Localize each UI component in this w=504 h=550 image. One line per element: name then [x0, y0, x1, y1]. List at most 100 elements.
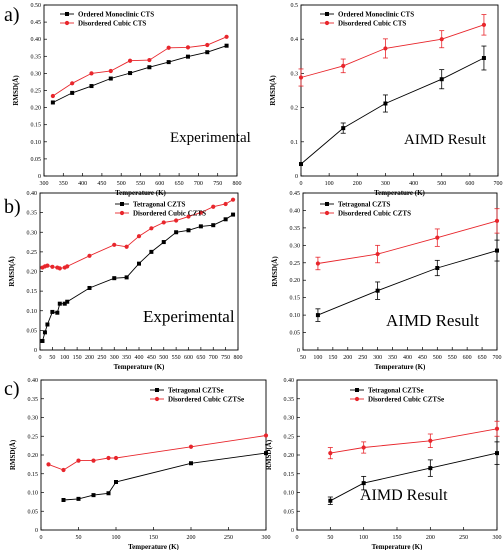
- data-point-circle: [428, 438, 433, 443]
- annotation-text: Experimental: [143, 307, 235, 326]
- series-line-2: [300, 24, 485, 78]
- y-tick-label: 0.4: [291, 37, 299, 43]
- data-point-circle: [494, 426, 500, 431]
- data-point-square: [65, 299, 70, 304]
- y-tick-label: 0.20: [27, 270, 38, 276]
- legend-label: Tetragonal CZTSe: [368, 387, 424, 395]
- data-point-square: [124, 275, 129, 280]
- y-tick-label: 0.25: [284, 434, 295, 440]
- x-tick-label: 450: [97, 181, 106, 187]
- y-axis-label: RMSD(Å): [271, 256, 279, 287]
- x-axis-label: Temperature (K): [375, 363, 426, 371]
- x-tick-label: 50: [49, 355, 55, 361]
- annotation-text: AIMD Result: [386, 311, 479, 330]
- x-tick-label: 500: [433, 355, 442, 361]
- y-tick-label: 0.35: [31, 54, 42, 60]
- data-point-square: [264, 451, 268, 456]
- legend-marker-square: [325, 12, 329, 16]
- x-tick-label: 100: [313, 355, 322, 361]
- data-point-circle: [328, 451, 333, 456]
- y-tick-label: 0: [297, 348, 300, 354]
- y-tick-label: 0.50: [31, 3, 42, 9]
- legend-label: Disordered Cubic CZTSe: [168, 396, 244, 404]
- y-tick-label: 0: [38, 174, 41, 180]
- data-point-square: [70, 90, 75, 95]
- data-point-circle: [439, 37, 444, 42]
- y-tick-label: 0.15: [284, 472, 295, 478]
- series-line-2: [317, 220, 498, 264]
- data-point-circle: [185, 45, 191, 50]
- data-point-circle: [230, 197, 236, 202]
- data-point-square: [383, 101, 388, 106]
- y-tick-label: 0.05: [27, 328, 38, 334]
- annotation-text: AIMD Result: [360, 487, 448, 504]
- data-point-circle: [65, 264, 70, 269]
- x-tick-label: 300: [40, 181, 49, 187]
- data-point-square: [62, 301, 67, 306]
- y-axis-label: RMSD(Å): [8, 256, 16, 287]
- data-point-square: [495, 451, 499, 456]
- data-point-circle: [188, 444, 194, 449]
- data-point-square: [223, 217, 228, 222]
- x-tick-label: 300: [262, 535, 271, 541]
- x-tick-label: 100: [60, 355, 69, 361]
- data-point-square: [224, 43, 229, 48]
- legend-label: Tetragonal CZTS: [338, 201, 391, 209]
- y-tick-label: 0: [35, 528, 38, 534]
- data-point-circle: [76, 458, 81, 463]
- plot-frame: [302, 192, 498, 351]
- y-tick-label: 0.35: [27, 211, 38, 217]
- x-tick-label: 300: [493, 535, 502, 541]
- x-tick-label: 300: [381, 181, 390, 187]
- x-tick-label: 750: [221, 355, 230, 361]
- y-tick-label: 0.05: [31, 157, 42, 163]
- x-tick-label: 150: [393, 535, 402, 541]
- legend-marker-circle: [324, 20, 330, 26]
- legend-label: Disordered Cubic CZTSe: [368, 396, 444, 404]
- x-axis-label: Temperature (K): [128, 543, 179, 550]
- y-axis-label: RMSD(Å): [265, 439, 273, 470]
- y-tick-label: 0.45: [290, 191, 301, 197]
- data-point-square: [189, 461, 193, 466]
- data-point-square: [211, 223, 216, 228]
- x-tick-label: 700: [493, 355, 502, 361]
- y-tick-label: 0.40: [28, 378, 39, 384]
- data-point-square: [315, 313, 320, 318]
- x-tick-label: 0: [296, 535, 299, 541]
- data-point-circle: [224, 34, 229, 39]
- data-point-circle: [112, 242, 117, 247]
- y-tick-label: 0.1: [291, 140, 299, 146]
- x-tick-label: 50: [327, 535, 333, 541]
- series-line-2: [330, 428, 498, 454]
- legend-marker-circle: [154, 396, 160, 402]
- data-point-square: [61, 498, 66, 502]
- y-tick-label: 0.25: [290, 261, 301, 267]
- x-tick-label: 200: [426, 535, 435, 541]
- data-point-square: [361, 481, 366, 486]
- data-point-square: [106, 491, 111, 496]
- data-point-square: [137, 261, 141, 266]
- x-axis-label: Temperature (K): [372, 543, 423, 550]
- y-tick-label: 0.35: [28, 397, 39, 403]
- chart-4: 50 100 150 200 250 300 350 400 450 500 550 600 650 70…: [271, 191, 502, 371]
- x-tick-label: 650: [175, 181, 184, 187]
- data-point-square: [299, 162, 303, 167]
- y-tick-label: 0.05: [284, 509, 295, 515]
- y-tick-label: 0.15: [27, 289, 38, 295]
- chart-5: 0 50 100 150 200 250 300 0 0.05 0.10 0.15 0.20 0.25 0…: [9, 378, 271, 550]
- data-point-circle: [211, 204, 216, 209]
- legend-marker-square: [355, 388, 359, 392]
- x-tick-label: 600: [463, 355, 472, 361]
- x-tick-label: 750: [213, 181, 222, 187]
- legend-label: Tetragonal CZTS: [133, 201, 186, 209]
- y-tick-label: 0.10: [27, 309, 38, 315]
- data-point-square: [91, 493, 96, 498]
- y-tick-label: 0.25: [31, 89, 42, 95]
- y-tick-label: 0.3: [291, 71, 299, 77]
- x-tick-label: 100: [112, 535, 121, 541]
- x-tick-label: 0: [300, 181, 303, 187]
- data-point-circle: [50, 264, 55, 269]
- x-tick-label: 550: [172, 355, 181, 361]
- legend-label: Tetragonal CZTSe: [168, 387, 224, 395]
